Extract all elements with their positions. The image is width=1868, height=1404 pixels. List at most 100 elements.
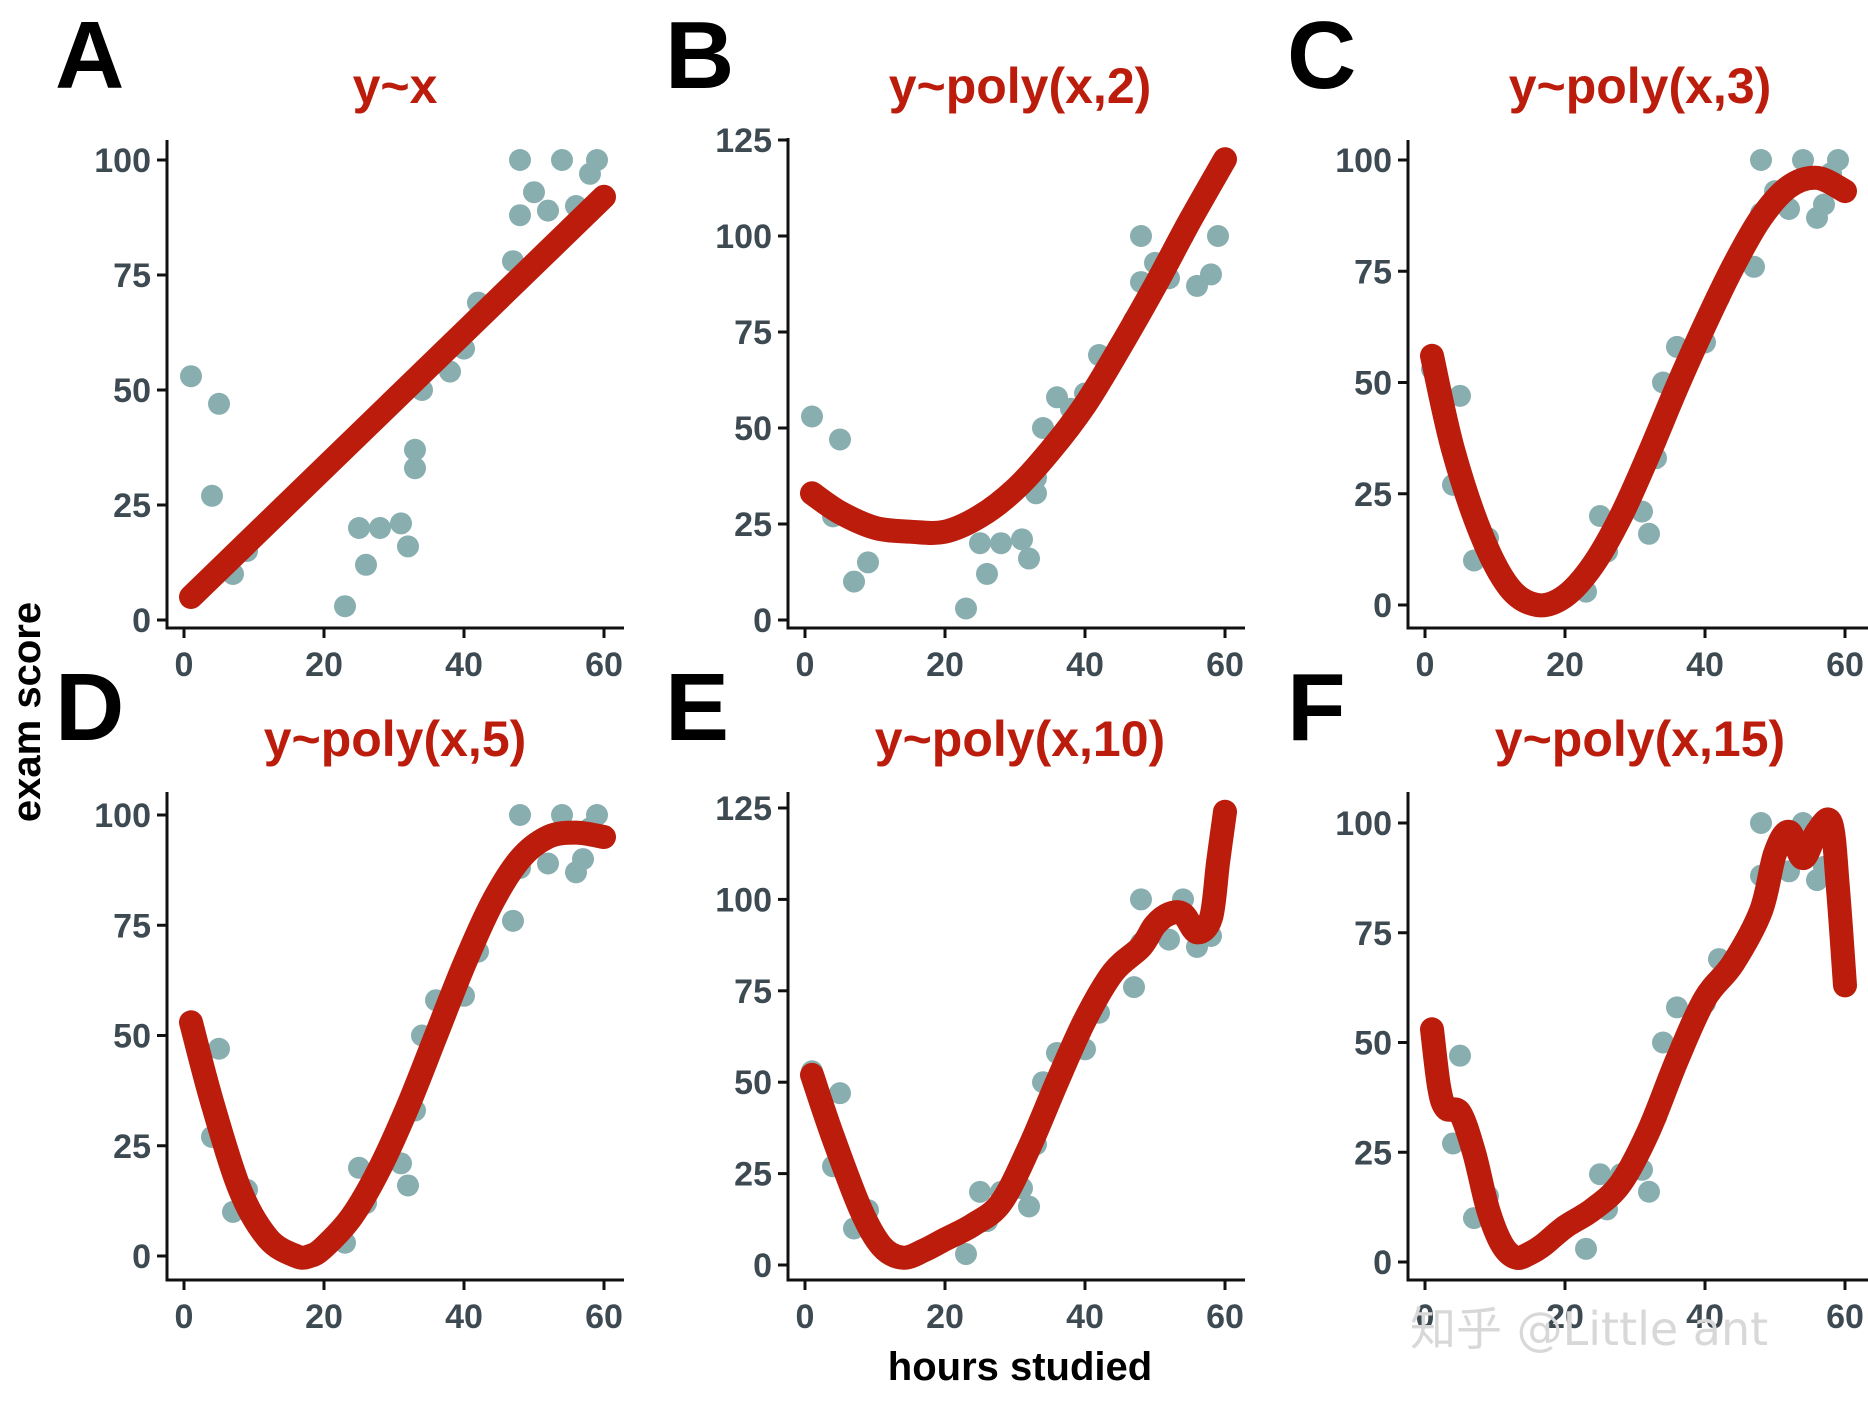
y-tick-label-b-75: 75: [734, 314, 772, 352]
data-point: [1018, 1195, 1040, 1218]
y-tick-label-f-50: 50: [1354, 1025, 1392, 1063]
fit-curve-a: [179, 184, 616, 609]
panel-title-b: y~poly(x,2): [889, 58, 1152, 114]
y-tick-label-e-75: 75: [734, 973, 772, 1011]
x-tick-label-b-0: 0: [796, 646, 815, 684]
x-tick-label-f-0: 0: [1416, 1298, 1435, 1336]
data-point: [404, 457, 426, 480]
data-point: [1207, 225, 1229, 247]
y-tick-label-a-0: 0: [132, 602, 151, 640]
data-point: [1813, 193, 1835, 216]
data-point: [523, 181, 545, 204]
data-point: [551, 804, 573, 826]
data-point: [551, 149, 573, 171]
y-tick-label-a-100: 100: [94, 142, 151, 180]
x-tick-label-d-0: 0: [175, 1298, 194, 1336]
data-point: [334, 595, 356, 618]
x-tick-label-d-40: 40: [445, 1298, 483, 1336]
data-point: [509, 149, 531, 171]
x-tick-label-f-60: 60: [1826, 1298, 1864, 1336]
data-point: [990, 532, 1012, 555]
x-tick-label-e-20: 20: [926, 1298, 964, 1336]
data-point: [572, 848, 594, 871]
x-tick-label-a-40: 40: [445, 646, 483, 684]
y-tick-label-d-50: 50: [113, 1018, 151, 1056]
data-point: [1130, 888, 1152, 911]
data-point: [1449, 384, 1471, 407]
x-tick-label-c-0: 0: [1416, 646, 1435, 684]
y-tick-label-e-25: 25: [734, 1156, 772, 1194]
data-point: [801, 405, 823, 428]
data-point: [1589, 1163, 1611, 1186]
data-point: [1123, 976, 1145, 999]
data-point: [1750, 149, 1772, 171]
data-point: [1200, 263, 1222, 286]
x-tick-label-c-20: 20: [1546, 646, 1584, 684]
panel-title-c: y~poly(x,3): [1509, 58, 1772, 114]
y-tick-label-f-100: 100: [1335, 805, 1392, 843]
data-point: [1032, 417, 1054, 439]
x-tick-label-e-0: 0: [796, 1298, 815, 1336]
x-tick-label-a-60: 60: [585, 646, 623, 684]
y-tick-label-a-25: 25: [113, 487, 151, 525]
y-tick-label-c-0: 0: [1373, 587, 1392, 625]
y-tick-label-f-75: 75: [1354, 915, 1392, 953]
data-point: [180, 365, 202, 388]
data-point: [208, 1037, 230, 1060]
x-tick-label-b-20: 20: [926, 646, 964, 684]
data-point: [1011, 528, 1033, 551]
data-point: [857, 551, 879, 574]
data-point: [976, 562, 998, 585]
panel-letter-f: F: [1287, 654, 1346, 761]
panel-letter-e: E: [665, 654, 729, 761]
y-tick-label-e-0: 0: [753, 1247, 772, 1285]
x-tick-label-c-60: 60: [1826, 646, 1864, 684]
y-tick-label-b-125: 125: [715, 122, 772, 160]
panel-title-e: y~poly(x,10): [875, 711, 1165, 767]
data-point: [1652, 1031, 1674, 1054]
data-point: [1449, 1044, 1471, 1067]
y-tick-label-a-50: 50: [113, 372, 151, 410]
data-point: [355, 553, 377, 576]
y-tick-label-c-100: 100: [1335, 142, 1392, 180]
y-tick-label-a-75: 75: [113, 257, 151, 295]
x-tick-label-f-40: 40: [1686, 1298, 1724, 1336]
data-point: [348, 517, 370, 539]
data-point: [537, 199, 559, 222]
data-point: [1638, 1180, 1660, 1203]
x-tick-label-c-40: 40: [1686, 646, 1724, 684]
panel-title-f: y~poly(x,15): [1495, 711, 1785, 767]
data-point: [502, 909, 524, 932]
data-point: [955, 597, 977, 620]
data-point: [404, 438, 426, 461]
data-point: [1638, 522, 1660, 545]
data-point: [1792, 149, 1814, 171]
x-tick-label-f-20: 20: [1546, 1298, 1584, 1336]
x-tick-label-b-40: 40: [1066, 646, 1104, 684]
data-point: [586, 804, 608, 826]
panel-letter-d: D: [55, 654, 124, 761]
x-tick-label-e-60: 60: [1206, 1298, 1244, 1336]
x-axis-title: hours studied: [888, 1345, 1152, 1389]
fit-curve-b: [800, 147, 1237, 545]
y-tick-label-c-25: 25: [1354, 476, 1392, 514]
panel-letter-a: A: [55, 2, 124, 109]
watermark-text: 知乎 @Little ant: [1410, 1302, 1768, 1356]
x-tick-label-d-60: 60: [585, 1298, 623, 1336]
y-tick-label-e-125: 125: [715, 790, 772, 828]
y-tick-label-e-50: 50: [734, 1064, 772, 1102]
data-point: [586, 149, 608, 171]
data-point: [829, 1082, 851, 1105]
data-point: [509, 204, 531, 227]
data-point: [369, 517, 391, 539]
panel-letter-c: C: [1287, 2, 1356, 109]
x-tick-label-a-0: 0: [175, 646, 194, 684]
y-tick-label-b-0: 0: [753, 602, 772, 640]
y-tick-label-b-50: 50: [734, 410, 772, 448]
data-point: [1158, 928, 1180, 951]
